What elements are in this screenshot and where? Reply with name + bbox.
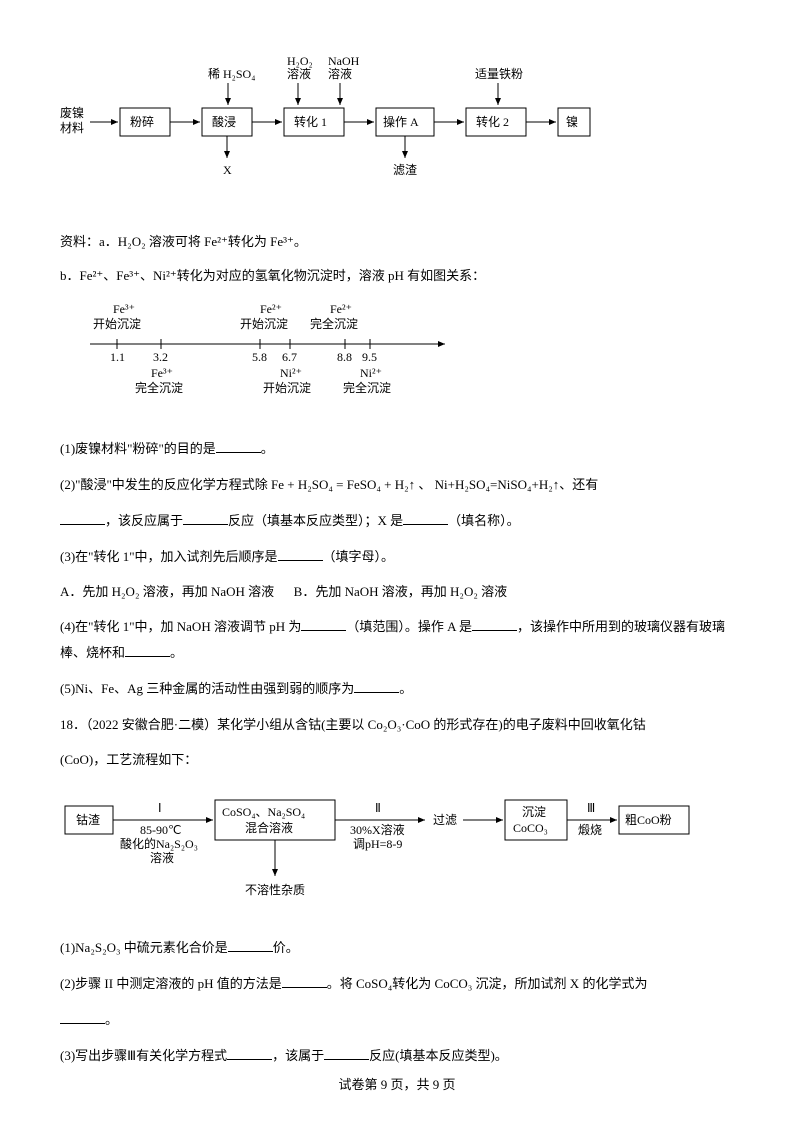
ph-v4: 6.7	[282, 350, 297, 364]
svg-text:30%X溶液: 30%X溶液	[350, 822, 405, 837]
svg-text:85-90℃: 85-90℃	[140, 823, 181, 837]
svg-text:完全沉淀: 完全沉淀	[310, 316, 358, 331]
q18-3: (3)写出步骤Ⅲ有关化学方程式，该属于反应(填基本反应类型)。	[60, 1043, 734, 1069]
box-powder: 粗CoO粉	[625, 813, 672, 827]
box-convert1: 转化 1	[294, 114, 327, 129]
svg-text:完全沉淀: 完全沉淀	[135, 380, 183, 395]
svg-text:CoSO₄、Na₂SO₄: CoSO₄、Na₂SO₄	[222, 805, 305, 819]
blank	[227, 1047, 272, 1060]
svg-text:沉淀: 沉淀	[522, 805, 546, 819]
blank	[282, 975, 327, 988]
svg-text:调pH=8-9: 调pH=8-9	[353, 837, 402, 851]
flow-diagram-2: 钴渣 Ⅰ 85-90℃ 酸化的Na₂S₂O₃ 溶液 CoSO₄、Na₂SO₄ 混…	[60, 786, 734, 920]
q18a: 18．（2022 安徽合肥·二模）某化学小组从含钴(主要以 Co₂O₃·CoO …	[60, 712, 734, 738]
label-x: X	[223, 163, 232, 177]
blank	[125, 644, 170, 657]
label-fepowder: 适量铁粉	[475, 67, 523, 81]
blank	[403, 512, 448, 525]
box-opA: 操作 A	[383, 114, 419, 129]
svg-text:Fe³⁺: Fe³⁺	[113, 302, 135, 316]
step1: Ⅰ	[158, 801, 162, 815]
box-nickel: 镍	[566, 115, 578, 129]
blank	[183, 512, 228, 525]
svg-text:Ni²⁺: Ni²⁺	[280, 366, 302, 380]
blank	[324, 1047, 369, 1060]
blank	[278, 548, 323, 561]
q18-1: (1)Na₂S₂O₃ 中硫元素化合价是价。	[60, 935, 734, 961]
ph-v6: 9.5	[362, 350, 377, 364]
svg-text:Ni²⁺: Ni²⁺	[360, 366, 382, 380]
q18-2: (2)步骤 II 中测定溶液的 pH 值的方法是。将 CoSO₄转化为 CoCO…	[60, 971, 734, 997]
ph-v1: 1.1	[110, 350, 125, 364]
q3-options: A．先加 H₂O₂ 溶液，再加 NaOH 溶液 B．先加 NaOH 溶液，再加 …	[60, 580, 734, 603]
flow-diagram-1: 稀 H₂SO₄ H₂O₂ 溶液 NaOH 溶液 适量铁粉 废镍 材料 粉碎 酸浸…	[60, 50, 734, 210]
q18b: (CoO)，工艺流程如下：	[60, 748, 734, 771]
svg-text:溶液: 溶液	[150, 850, 174, 865]
label-h2so4: 稀 H₂SO₄	[208, 67, 255, 81]
svg-text:完全沉淀: 完全沉淀	[343, 380, 391, 395]
q2: (2)"酸浸"中发生的反应化学方程式除 Fe + H₂SO₄ = FeSO₄ +…	[60, 472, 734, 498]
svg-text:Fe²⁺: Fe²⁺	[330, 302, 352, 316]
svg-text:酸化的Na₂S₂O₃: 酸化的Na₂S₂O₃	[120, 836, 198, 851]
svg-text:Fe²⁺: Fe²⁺	[260, 302, 282, 316]
svg-text:CoCO₃: CoCO₃	[513, 821, 548, 835]
ph-v3: 5.8	[252, 350, 267, 364]
step2: Ⅱ	[375, 801, 381, 815]
blank	[354, 680, 399, 693]
label-h2o2: H₂O₂	[287, 54, 313, 68]
svg-text:溶液: 溶液	[328, 66, 352, 81]
svg-text:混合溶液: 混合溶液	[245, 820, 293, 835]
label-impurity: 不溶性杂质	[245, 882, 305, 897]
ph-svg: Fe³⁺ 开始沉淀 Fe²⁺ 开始沉淀 Fe²⁺ 完全沉淀 1.1 3.2 5.…	[85, 299, 465, 414]
box-slag: 钴渣	[76, 812, 100, 827]
box-filter: 过滤	[433, 813, 457, 827]
svg-text:开始沉淀: 开始沉淀	[263, 381, 311, 395]
blank	[228, 939, 273, 952]
blank	[60, 512, 105, 525]
q4: (4)在"转化 1"中，加 NaOH 溶液调节 pH 为（填范围）。操作 A 是…	[60, 614, 734, 666]
info-b: b．Fe²⁺、Fe³⁺、Ni²⁺转化为对应的氢氧化物沉淀时，溶液 pH 有如图关…	[60, 263, 734, 289]
label-residue: 滤渣	[393, 163, 417, 177]
info-a: 资料：a．H₂O₂ 溶液可将 Fe²⁺转化为 Fe³⁺。	[60, 230, 734, 253]
svg-text:Fe³⁺: Fe³⁺	[151, 366, 173, 380]
box-convert2: 转化 2	[476, 114, 509, 129]
q5: (5)Ni、Fe、Ag 三种金属的活动性由强到弱的顺序为。	[60, 676, 734, 702]
blank	[216, 440, 261, 453]
svg-text:煅烧: 煅烧	[578, 822, 602, 837]
svg-text:开始沉淀: 开始沉淀	[240, 317, 288, 331]
svg-text:溶液: 溶液	[287, 66, 311, 81]
ph-v2: 3.2	[153, 350, 168, 364]
ph-v5: 8.8	[337, 350, 352, 364]
box-grind: 粉碎	[130, 114, 154, 129]
flow1-svg: 稀 H₂SO₄ H₂O₂ 溶液 NaOH 溶液 适量铁粉 废镍 材料 粉碎 酸浸…	[60, 50, 620, 210]
blank	[60, 1011, 105, 1024]
ph-diagram: Fe³⁺ 开始沉淀 Fe²⁺ 开始沉淀 Fe²⁺ 完全沉淀 1.1 3.2 5.…	[85, 299, 734, 418]
step3: Ⅲ	[587, 801, 595, 815]
flow2-svg: 钴渣 Ⅰ 85-90℃ 酸化的Na₂S₂O₃ 溶液 CoSO₄、Na₂SO₄ 混…	[60, 786, 700, 916]
q1: (1)废镍材料"粉碎"的目的是。	[60, 436, 734, 462]
blank	[472, 618, 517, 631]
box-acidleach: 酸浸	[212, 114, 236, 129]
svg-text:材料: 材料	[60, 121, 84, 135]
svg-text:开始沉淀: 开始沉淀	[93, 317, 141, 331]
label-material: 废镍	[60, 105, 84, 120]
page-footer: 试卷第 9 页，共 9 页	[0, 1074, 794, 1093]
q3: (3)在"转化 1"中，加入试剂先后顺序是（填字母）。	[60, 544, 734, 570]
label-naoh: NaOH	[328, 54, 360, 68]
blank	[301, 618, 346, 631]
